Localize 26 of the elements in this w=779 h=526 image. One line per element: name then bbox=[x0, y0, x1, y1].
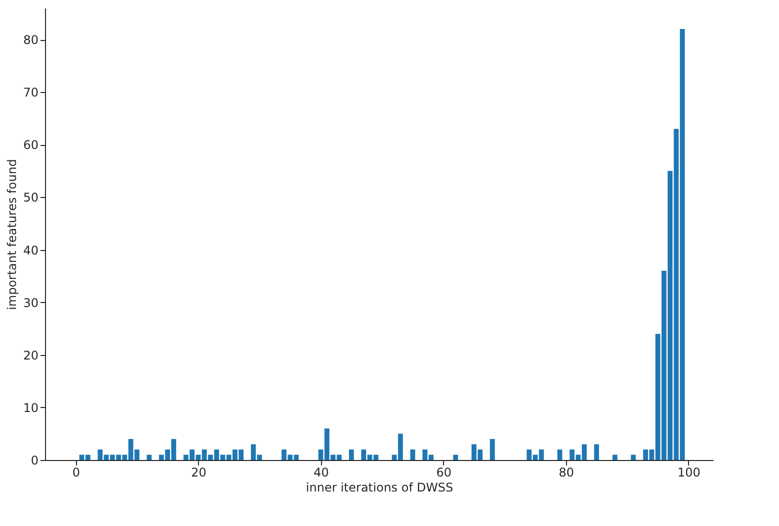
bar bbox=[453, 454, 458, 460]
y-tick-label: 50 bbox=[23, 190, 38, 205]
y-tick-label: 60 bbox=[23, 138, 38, 152]
x-tick-label: 80 bbox=[558, 466, 574, 480]
y-tick-label: 40 bbox=[23, 243, 38, 258]
y-tick-label: 80 bbox=[23, 33, 38, 48]
bar bbox=[410, 449, 416, 460]
bar bbox=[490, 438, 495, 460]
y-tick-label: 70 bbox=[23, 86, 38, 100]
x-tick-label: 40 bbox=[314, 466, 329, 480]
bar bbox=[594, 444, 600, 460]
bar bbox=[348, 449, 354, 460]
x-tick-label: 20 bbox=[191, 466, 206, 480]
x-tick-label: 100 bbox=[678, 466, 700, 480]
x-tick-label: 60 bbox=[436, 466, 452, 480]
x-tick-label: 0 bbox=[72, 466, 80, 480]
x-axis-title: inner iterations of DWSS bbox=[306, 480, 454, 494]
bar bbox=[557, 449, 562, 460]
bar bbox=[630, 454, 636, 460]
y-tick-label: 30 bbox=[23, 296, 38, 310]
y-tick-label: 20 bbox=[23, 348, 38, 362]
bar bbox=[612, 454, 618, 460]
y-tick-label: 0 bbox=[30, 454, 38, 468]
bar bbox=[146, 454, 152, 460]
y-axis-title: important features found bbox=[5, 159, 20, 310]
y-tick-label: 10 bbox=[23, 400, 38, 415]
